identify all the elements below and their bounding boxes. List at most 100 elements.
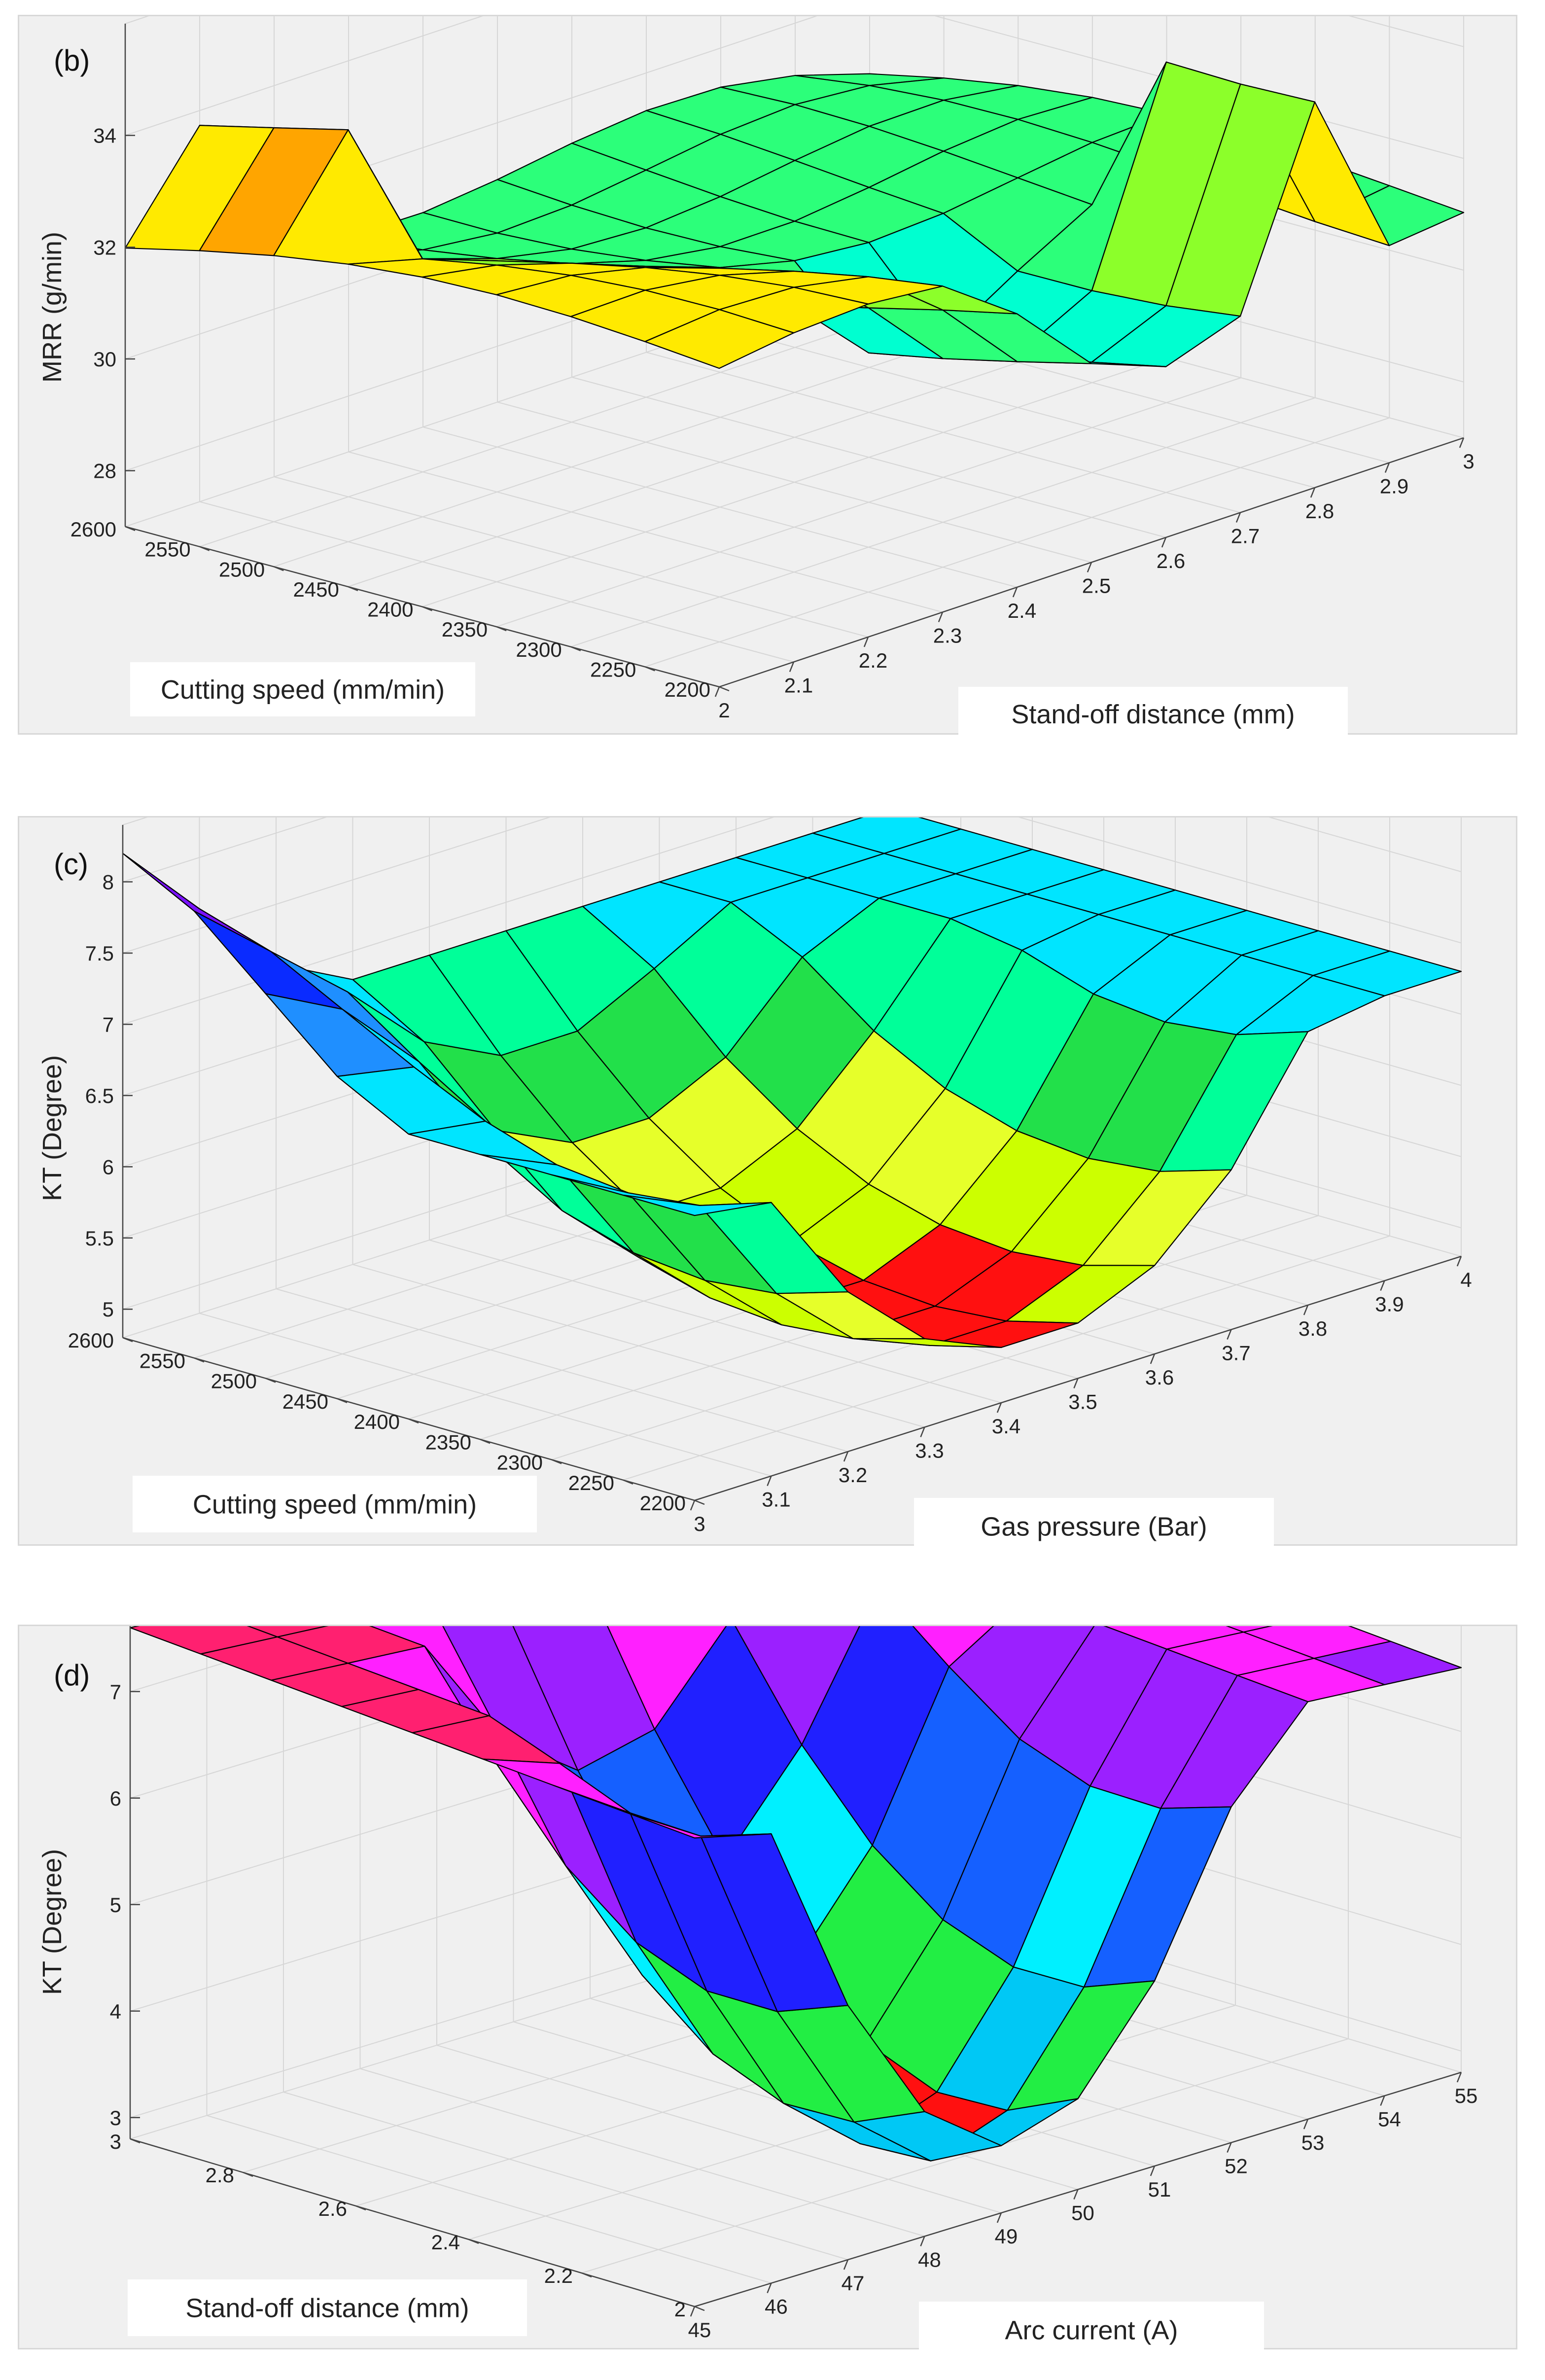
floor-grid-x bbox=[360, 2068, 925, 2237]
z-tick-label: 8 bbox=[103, 871, 114, 894]
x-tick-label: 2.3 bbox=[933, 624, 962, 647]
x-tick-label: 51 bbox=[1148, 2178, 1171, 2201]
y-tick-label: 2.8 bbox=[206, 2164, 234, 2187]
x-tick-label: 2.1 bbox=[784, 674, 813, 697]
x-tick-mark bbox=[690, 2306, 696, 2317]
x-axis-label: Stand-off distance (mm) bbox=[1011, 700, 1295, 729]
x-tick-mark bbox=[996, 2212, 1002, 2223]
y-tick-mark bbox=[194, 1357, 205, 1363]
y-tick-label: 2450 bbox=[282, 1390, 328, 1413]
x-tick-mark bbox=[1303, 2119, 1309, 2130]
panel-label: (c) bbox=[54, 848, 88, 881]
y-axis-label-box bbox=[133, 1476, 537, 1532]
x-axis-label: Gas pressure (Bar) bbox=[981, 1512, 1207, 1542]
x-tick-mark bbox=[1073, 2189, 1079, 2200]
x-tick-mark bbox=[843, 1451, 849, 1462]
x-tick-label: 2.4 bbox=[1008, 599, 1036, 622]
x-tick-label: 49 bbox=[995, 2225, 1018, 2248]
x-tick-mark bbox=[996, 1402, 1002, 1413]
floor-grid-y bbox=[273, 317, 1018, 568]
x-tick-mark bbox=[1150, 2166, 1156, 2176]
y-tick-mark bbox=[694, 2306, 705, 2311]
y-tick-label: 2250 bbox=[590, 658, 636, 681]
y-tick-label: 2200 bbox=[665, 678, 710, 701]
y-tick-label: 2600 bbox=[68, 1329, 114, 1352]
floor-grid-x bbox=[283, 2092, 848, 2260]
y-tick-label: 2.2 bbox=[544, 2264, 573, 2287]
x-tick-mark bbox=[920, 1427, 925, 1437]
y-tick-mark bbox=[719, 686, 730, 692]
x-tick-label: 2 bbox=[718, 699, 730, 722]
panel-label: (d) bbox=[54, 1659, 90, 1692]
z-tick-label: 5 bbox=[110, 1893, 121, 1917]
z-tick-label: 32 bbox=[93, 236, 116, 259]
y-tick-mark bbox=[644, 666, 655, 672]
x-tick-label: 4 bbox=[1460, 1268, 1472, 1291]
x-tick-label: 2.2 bbox=[859, 649, 887, 672]
y-tick-mark bbox=[122, 1337, 133, 1343]
z-tick-label: 34 bbox=[93, 124, 116, 147]
floor-grid-x bbox=[436, 2045, 1002, 2213]
axis-line bbox=[130, 2138, 695, 2308]
y-tick-label: 2500 bbox=[219, 558, 265, 581]
y-tick-label: 2400 bbox=[354, 1410, 400, 1433]
floor-grid-y bbox=[496, 377, 1241, 628]
floor-grid-y bbox=[199, 297, 944, 547]
x-tick-label: 46 bbox=[765, 2295, 788, 2318]
x-tick-mark bbox=[1456, 1256, 1462, 1267]
x-axis-label: Arc current (A) bbox=[1005, 2316, 1178, 2345]
y-tick-label: 2600 bbox=[70, 518, 116, 541]
x-tick-label: 45 bbox=[688, 2318, 711, 2342]
x-tick-label: 47 bbox=[842, 2272, 865, 2295]
x-tick-label: 2.9 bbox=[1380, 475, 1408, 498]
x-tick-mark bbox=[789, 662, 795, 672]
x-tick-label: 53 bbox=[1301, 2131, 1325, 2154]
x-tick-label: 2.5 bbox=[1082, 574, 1111, 598]
x-tick-label: 3.7 bbox=[1222, 1342, 1250, 1365]
x-tick-label: 3.3 bbox=[915, 1439, 944, 1462]
floor-grid-x bbox=[207, 2115, 772, 2284]
y-tick-label: 3 bbox=[110, 2130, 121, 2153]
x-tick-mark bbox=[767, 2283, 772, 2293]
y-tick-mark bbox=[694, 1499, 705, 1505]
y-tick-mark bbox=[408, 1418, 419, 1424]
x-tick-label: 2.7 bbox=[1231, 525, 1260, 548]
y-axis-label-box bbox=[128, 2279, 527, 2336]
y-tick-label: 2 bbox=[674, 2298, 686, 2321]
panel-d: 45 46 47 48 49 50 51 52 53 54 55 2 2.2 2.4 2.6 2.8 3 3 4 5 6… bbox=[18, 1625, 1517, 2351]
z-tick-label: 6 bbox=[110, 1787, 121, 1810]
x-tick-mark bbox=[1380, 1280, 1385, 1291]
y-tick-mark bbox=[623, 1479, 633, 1485]
x-tick-label: 50 bbox=[1071, 2202, 1094, 2225]
y-tick-mark bbox=[348, 586, 358, 592]
z-tick-label: 6.5 bbox=[85, 1084, 114, 1107]
x-tick-mark bbox=[1161, 537, 1167, 548]
y-tick-mark bbox=[422, 606, 432, 611]
surface-plot-kt-arc-current: 454647484950515253545522.22.42.62.833456… bbox=[37, 1626, 1477, 2351]
wall-grid-z bbox=[125, 16, 1464, 136]
panel-b: 2 2.1 2.2 2.3 2.4 2.5 2.6 2.7 2.8 2.9 3 2200 2250 230… bbox=[18, 15, 1517, 736]
x-tick-label: 3 bbox=[1463, 450, 1474, 473]
x-tick-mark bbox=[920, 2236, 925, 2246]
x-tick-mark bbox=[1227, 1329, 1232, 1340]
z-tick-label: 28 bbox=[93, 460, 116, 483]
y-tick-mark bbox=[125, 526, 136, 532]
x-tick-mark bbox=[843, 2259, 849, 2270]
x-tick-label: 48 bbox=[918, 2248, 941, 2272]
y-tick-label: 2500 bbox=[211, 1370, 257, 1393]
surface-facet bbox=[246, 1626, 329, 1638]
y-tick-label: 2350 bbox=[425, 1430, 471, 1454]
surface-facet bbox=[623, 1811, 772, 1839]
floor-grid-y bbox=[645, 417, 1390, 668]
floor-grid-y bbox=[581, 2038, 1349, 2273]
x-axis-label-box bbox=[914, 1498, 1274, 1547]
y-tick-label: 2.6 bbox=[318, 2197, 347, 2220]
x-tick-mark bbox=[1012, 587, 1018, 598]
x-tick-mark bbox=[1150, 1353, 1156, 1364]
y-tick-label: 2350 bbox=[442, 618, 488, 641]
y-tick-mark bbox=[273, 566, 284, 571]
surface-facet bbox=[122, 853, 272, 952]
x-tick-label: 3.2 bbox=[839, 1463, 867, 1487]
y-axis-label: Cutting speed (mm/min) bbox=[161, 675, 445, 705]
x-tick-mark bbox=[1073, 1378, 1079, 1388]
